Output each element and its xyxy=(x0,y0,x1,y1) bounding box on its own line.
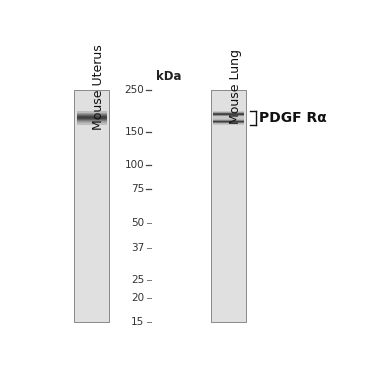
Text: 15: 15 xyxy=(131,317,144,327)
Text: 150: 150 xyxy=(124,127,144,137)
Text: 75: 75 xyxy=(131,184,144,194)
Text: 25: 25 xyxy=(131,275,144,285)
Text: 37: 37 xyxy=(131,243,144,253)
Text: 250: 250 xyxy=(124,85,144,95)
Bar xyxy=(77,115,107,116)
Bar xyxy=(77,117,107,118)
Bar xyxy=(77,114,107,115)
Bar xyxy=(77,111,107,125)
Text: Mouse Lung: Mouse Lung xyxy=(228,50,242,124)
Bar xyxy=(77,122,107,123)
Text: 100: 100 xyxy=(124,160,144,171)
Bar xyxy=(75,90,109,322)
Bar xyxy=(77,113,107,114)
Text: 20: 20 xyxy=(131,293,144,303)
Bar xyxy=(77,120,107,121)
Bar xyxy=(77,116,107,117)
Bar xyxy=(77,121,107,122)
Text: Mouse Uterus: Mouse Uterus xyxy=(92,44,105,130)
Bar xyxy=(77,119,107,120)
Bar xyxy=(77,118,107,119)
Text: 50: 50 xyxy=(131,218,144,228)
Bar xyxy=(211,90,246,322)
Text: kDa: kDa xyxy=(156,69,182,82)
Text: PDGF Rα: PDGF Rα xyxy=(259,111,327,125)
Bar xyxy=(213,111,244,125)
